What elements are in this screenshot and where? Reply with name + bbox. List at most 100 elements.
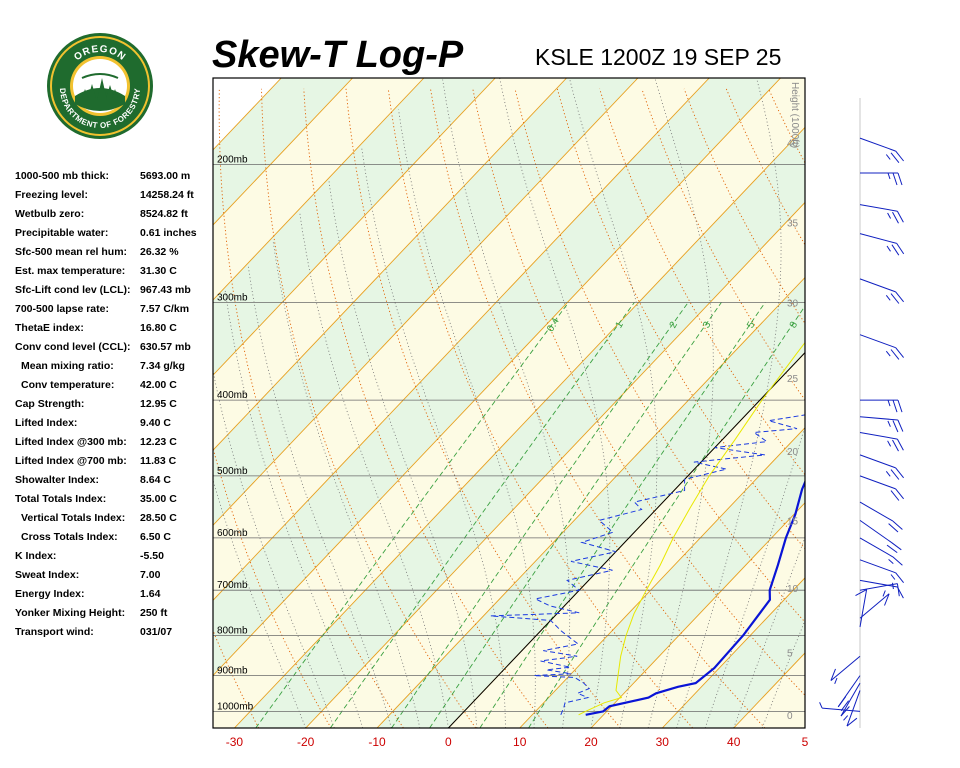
index-value: 0.61 inches [140,227,197,239]
pressure-label: 1000mb [217,701,254,712]
moist-adiabat [224,290,364,728]
wind-barb [859,432,904,452]
isotherm [376,276,805,728]
dry-adiabat [387,88,694,728]
index-value: 6.50 C [140,531,171,543]
index-row: Est. max temperature: 31.30 C [15,263,210,282]
pressure-label: 400mb [217,390,248,401]
temperature-tick-label: -30 [226,735,244,749]
isotherm-lines [213,78,805,728]
index-row: Cross Totals Index: 6.50 C [15,529,210,548]
moist-adiabat [676,78,782,728]
wind-barbs [819,137,905,727]
wind-barb-feather [890,349,900,360]
index-value: 8524.82 ft [140,208,188,220]
index-value: 7.57 C/km [140,303,190,315]
wind-barb [846,690,861,727]
isotherm [519,427,805,728]
index-label: Est. max temperature: [15,265,126,277]
index-label: Cap Strength: [15,398,85,410]
isotherm [804,727,805,728]
index-row: 1000-500 mb thick: 5693.00 m [15,168,210,187]
pressure-label: 500mb [217,466,248,477]
wind-barb-feather [895,347,904,358]
wind-barb-staff [859,334,896,349]
wind-barb-staff [859,278,896,293]
index-value: 967.43 mb [140,284,191,296]
wind-barb-feather [892,399,898,413]
temperature-tick-label: -10 [368,735,386,749]
isotherm [213,78,639,526]
index-label: K Index: [15,550,57,562]
wind-barb-feather [895,150,904,162]
mixing-ratio-line [391,302,689,728]
wind-barb [859,590,890,619]
index-row: Lifted Index @700 mb: 11.83 C [15,453,210,472]
index-value: 1.64 [140,588,161,600]
index-row: 700-500 lapse rate: 7.57 C/km [15,301,210,320]
pressure-label: 800mb [217,626,248,637]
index-row: Wetbulb zero: 8524.82 ft [15,206,210,225]
wind-barb [837,675,861,712]
wind-barb-half-feather [890,574,896,580]
temperature-tick-label: 10 [513,735,527,749]
temperature-tick-label: 40 [727,735,741,749]
wind-barb-staff [859,233,897,244]
wind-barb-feather [855,589,867,597]
index-row: Sfc-Lift cond lev (LCL): 967.43 mb [15,282,210,301]
wind-barb [859,278,904,304]
index-value: 7.00 [140,569,161,581]
wind-barb [859,519,902,554]
isotherm [213,78,710,601]
zero-isotherm [448,351,805,728]
index-value: 7.34 g/kg [140,360,185,372]
wind-barb-staff [859,589,868,628]
temperature-tick-label: 30 [656,735,670,749]
wind-barb-feather [840,700,850,712]
wind-barb-feather [888,523,899,533]
wind-barb-staff [859,519,892,543]
dry-adiabat [938,89,960,728]
oregon-department-of-forestry-seal: OREGON DEPARTMENT OF FORESTRY [47,33,153,139]
index-label: Yonker Mixing Height: [15,607,126,619]
index-label: Showalter Index: [15,474,100,486]
index-value: 5693.00 m [140,170,191,182]
temperature-axis: -30 -20 -10 0 10 20 30 40 5 [226,735,809,749]
station-time-label: KSLE 1200Z 19 SEP 25 [535,44,782,70]
wind-barb-staff [859,416,898,421]
wind-barb-staff [859,537,894,558]
wind-barb-feather [892,520,903,530]
index-row: Conv cond level (CCL): 630.57 mb [15,339,210,358]
temperature-band [213,78,805,728]
wind-barb-feather [896,243,905,255]
wind-barb-feather [846,717,858,727]
wind-barb-staff [859,559,896,574]
index-label: Cross Totals Index: [21,531,118,543]
index-label: ThetaE index: [15,322,84,334]
wind-barb-feather [892,556,903,566]
index-value: -5.50 [140,550,164,562]
index-value: 9.40 C [140,417,171,429]
index-label: Mean mixing ratio: [21,360,114,372]
index-value: 35.00 C [140,493,177,505]
wind-barb-staff [859,583,898,591]
mixing-ratio-lines [255,302,805,728]
index-label: Lifted Index @300 mb: [15,436,127,448]
index-value: 12.95 C [140,398,177,410]
wind-barb-feather [892,172,898,186]
wind-barb [859,579,904,599]
wind-barb-half-feather [843,715,849,721]
wind-barb-feather [897,172,903,186]
wind-barb [859,233,905,256]
wind-barb [860,172,903,186]
wind-barb-feather [837,696,847,708]
index-label: 700-500 lapse rate: [15,303,109,315]
wind-barb [859,475,904,501]
pressure-label: 600mb [217,528,248,539]
height-label: 0 [787,711,793,722]
height-label: 35 [787,219,799,230]
reference-isotherm-line [448,351,805,728]
wind-barb-half-feather [819,702,823,709]
index-value: 12.23 C [140,436,177,448]
wind-barb-feather [895,291,904,303]
